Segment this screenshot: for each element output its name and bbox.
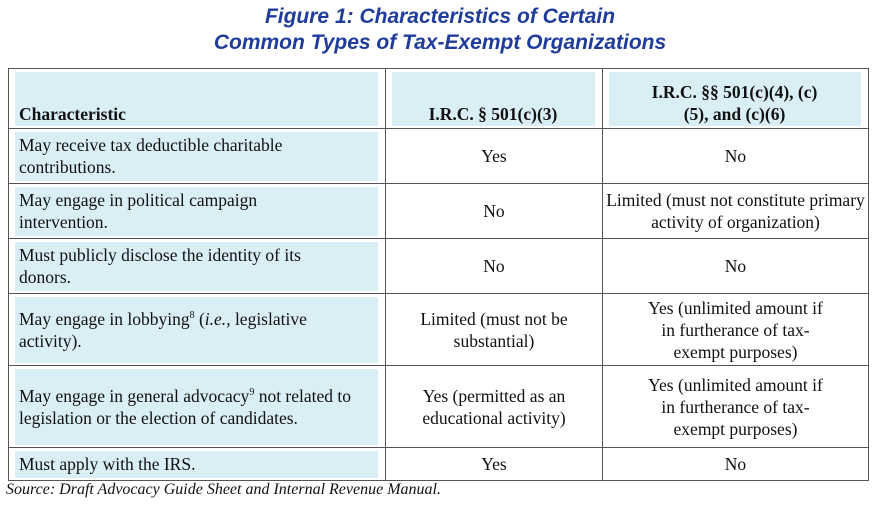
- cell-text: May engage in general advocacy9 not rela…: [15, 385, 377, 429]
- cell-text: Must publicly disclose the identity of i…: [19, 245, 301, 287]
- row: Must apply with the IRS. Yes No: [8, 447, 869, 481]
- cell-text: May engage in political campaign interve…: [19, 190, 258, 232]
- header-row: Characteristic I.R.C. § 501(c)(3) I.R.C.…: [8, 68, 869, 129]
- cell-text: No: [724, 454, 747, 474]
- cell-text: Yes (unlimited amount if in furtherance …: [648, 297, 823, 362]
- cell: May engage in political campaign interve…: [8, 183, 386, 239]
- footnote-mark: 9: [249, 386, 255, 398]
- cell-text: No: [724, 256, 747, 276]
- cell-text: No: [724, 146, 747, 166]
- cell: Limited (must not constitute primary act…: [602, 183, 869, 239]
- cell-text: Yes: [481, 454, 507, 474]
- header-cell: I.R.C. §§ 501(c)(4), (c)(5), and (c)(6): [602, 68, 869, 129]
- row: May engage in general advocacy9 not rela…: [8, 365, 869, 448]
- cell: No: [602, 447, 869, 481]
- header-cell: I.R.C. § 501(c)(3): [385, 68, 603, 129]
- cell-text: No: [483, 201, 505, 221]
- cell-text: May engage in lobbying8 (i.e., legislati…: [15, 308, 377, 352]
- row: Must publicly disclose the identity of i…: [8, 238, 869, 294]
- cell: No: [385, 238, 603, 294]
- cell: Yes (unlimited amount if in furtherance …: [602, 293, 869, 366]
- cell: Yes (unlimited amount if in furtherance …: [602, 365, 869, 448]
- cell-text: Limited (must not be substantial): [420, 308, 568, 351]
- text-run: , legislative activity).: [19, 308, 307, 351]
- header-cell: Characteristic: [8, 68, 386, 129]
- cell: No: [385, 183, 603, 239]
- cell: Limited (must not be substantial): [385, 293, 603, 366]
- text-run: i.e.: [204, 308, 227, 329]
- header-text: I.R.C. § 501(c)(3): [428, 104, 558, 124]
- cell: May receive tax deductible charitable co…: [8, 128, 386, 184]
- cell: No: [602, 128, 869, 184]
- cell: Must apply with the IRS.: [8, 447, 386, 481]
- cell: May engage in general advocacy9 not rela…: [8, 365, 386, 448]
- cell-text: Yes: [481, 146, 507, 166]
- table: Characteristic I.R.C. § 501(c)(3) I.R.C.…: [8, 68, 869, 481]
- text-run: (: [194, 308, 205, 329]
- cell-text: Limited (must not constitute primary act…: [606, 190, 865, 232]
- cell-text: May receive tax deductible charitable co…: [19, 135, 283, 177]
- cell-text: No: [483, 256, 505, 276]
- text-run: May engage in lobbying: [19, 308, 190, 329]
- row: May engage in lobbying8 (i.e., legislati…: [8, 293, 869, 366]
- cell-text: Must apply with the IRS.: [19, 454, 196, 474]
- figure-title: Figure 1: Characteristics of Certain Com…: [0, 4, 880, 56]
- source-note: Source: Draft Advocacy Guide Sheet and I…: [6, 481, 441, 498]
- cell: Yes: [385, 128, 603, 184]
- cell: Yes (permitted as an educational activit…: [385, 365, 603, 448]
- text-run: May engage in general advocacy: [19, 385, 250, 406]
- cell: Must publicly disclose the identity of i…: [8, 238, 386, 294]
- header-text: Characteristic: [19, 104, 126, 124]
- title-line: Figure 1: Characteristics of Certain: [264, 5, 616, 28]
- title-line: Common Types of Tax-Exempt Organizations: [213, 31, 667, 54]
- cell: No: [602, 238, 869, 294]
- row: May receive tax deductible charitable co…: [8, 128, 869, 184]
- footnote-mark: 8: [189, 309, 195, 321]
- header-text: I.R.C. §§ 501(c)(4), (c)(5), and (c)(6): [651, 82, 818, 124]
- row: May engage in political campaign interve…: [8, 183, 869, 239]
- cell: May engage in lobbying8 (i.e., legislati…: [8, 293, 386, 366]
- text-run: not related to legislation or the electi…: [19, 385, 352, 428]
- cell: Yes: [385, 447, 603, 481]
- cell-text: Yes (unlimited amount if in furtherance …: [648, 374, 823, 439]
- cell-text: Yes (permitted as an educational activit…: [422, 385, 566, 428]
